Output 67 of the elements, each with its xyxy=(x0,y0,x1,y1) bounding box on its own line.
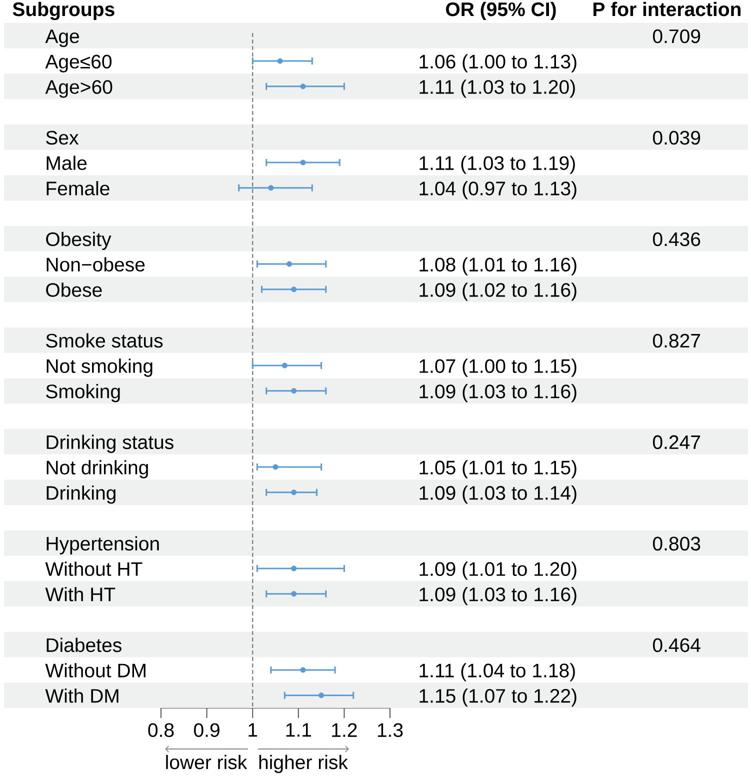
y-tick-label: Without DM xyxy=(45,663,146,678)
y-tick-label: Hypertension xyxy=(46,536,159,554)
y-tick-label: Diabetes xyxy=(46,638,122,652)
y-tick-label: Smoke status xyxy=(46,333,163,348)
point xyxy=(291,388,297,394)
data-label: 1.08 (1.01 to 1.16) xyxy=(420,257,576,276)
data-label: 1.09 (1.03 to 1.14) xyxy=(420,486,576,504)
y-tick-label: Non−obese xyxy=(46,257,145,272)
y2-tick-label: 0.827 xyxy=(652,334,700,348)
y2-tick-label: 0.247 xyxy=(652,435,700,450)
text: lower risk xyxy=(166,754,248,770)
point xyxy=(291,591,297,597)
x-tick-label: 1.1 xyxy=(286,723,311,737)
y2-tick-label: 0.709 xyxy=(652,29,700,44)
y-tick-label: With HT xyxy=(45,587,116,602)
point xyxy=(291,490,297,496)
x-tick-label: 1 xyxy=(248,723,258,737)
y-tick-label: Not smoking xyxy=(46,358,152,377)
y-tick-label: Age xyxy=(45,30,80,48)
y-tick-label: Female xyxy=(46,181,110,196)
point xyxy=(286,261,292,267)
point xyxy=(291,566,297,572)
data-label: 1.15 (1.07 to 1.22) xyxy=(420,688,576,707)
data-label: 1.06 (1.00 to 1.13) xyxy=(420,54,576,72)
x-tick-label: 1.2 xyxy=(332,723,357,737)
data-label: 1.09 (1.03 to 1.16) xyxy=(420,587,576,606)
y2-tick-label: 0.039 xyxy=(652,130,700,145)
data-label: 1.07 (1.00 to 1.15) xyxy=(420,358,576,377)
point xyxy=(291,286,297,292)
y-tick-label: Male xyxy=(46,156,87,170)
text: higher risk xyxy=(259,754,348,774)
y-tick-label: Drinking xyxy=(46,486,116,504)
point xyxy=(277,58,283,64)
y-tick-label: Age>60 xyxy=(45,80,112,98)
y-tick-label: Without HT xyxy=(45,562,142,576)
data-label: 1.09 (1.03 to 1.16) xyxy=(420,384,576,402)
point xyxy=(300,160,306,166)
y-axis-title: Subgroups xyxy=(12,2,114,20)
point xyxy=(318,692,324,698)
y-tick-label: Smoking xyxy=(46,384,120,402)
x-tick-label: 1.3 xyxy=(378,723,403,738)
y-tick-label: Obese xyxy=(46,282,102,297)
x-tick-label: 0.8 xyxy=(148,723,174,738)
data-label: 1.11 (1.04 to 1.18) xyxy=(420,663,575,682)
y-tick-label: Drinking status xyxy=(46,434,174,453)
y2-tick-label: 0.803 xyxy=(652,536,700,551)
x-tick-label: 0.9 xyxy=(194,723,220,738)
y-tick-label: Age≤60 xyxy=(45,54,112,72)
data-label: 1.11 (1.03 to 1.19) xyxy=(420,156,575,174)
y-tick-label: Sex xyxy=(46,130,79,145)
data-label: 1.09 (1.01 to 1.20) xyxy=(420,562,576,580)
point xyxy=(272,464,278,470)
point xyxy=(268,185,274,191)
y-tick-label: With DM xyxy=(45,688,118,703)
y-tick-label: Not drinking xyxy=(46,460,148,478)
text: P for interaction xyxy=(594,2,740,16)
data-label: 1.09 (1.02 to 1.16) xyxy=(420,282,576,301)
text: OR (95% CI) xyxy=(446,2,556,20)
data-label: 1.05 (1.01 to 1.15) xyxy=(420,460,576,478)
y2-tick-label: 0.464 xyxy=(652,638,700,652)
point xyxy=(300,667,306,673)
point xyxy=(282,362,288,368)
point xyxy=(300,84,306,90)
data-label: 1.04 (0.97 to 1.13) xyxy=(420,181,576,200)
y-tick-label: Obesity xyxy=(46,232,112,250)
y2-tick-label: 0.436 xyxy=(652,232,700,246)
data-label: 1.11 (1.03 to 1.20) xyxy=(420,80,575,98)
